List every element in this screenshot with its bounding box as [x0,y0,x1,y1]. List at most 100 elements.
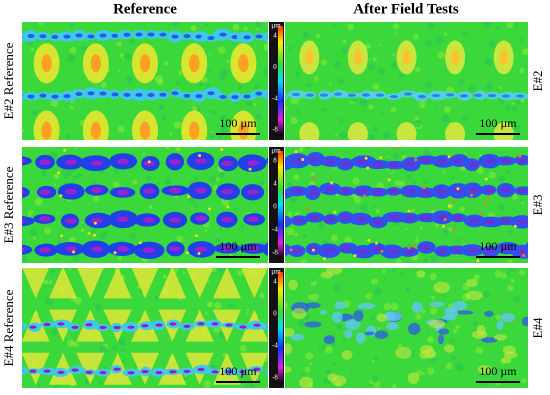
texture [43,284,47,289]
texture [367,64,375,71]
feature [528,185,545,195]
texture [63,170,71,178]
feature [501,187,511,193]
feature [248,167,252,171]
texture [87,381,90,384]
texture [310,293,319,302]
texture [199,82,204,87]
feature [496,320,504,331]
texture [237,270,244,277]
texture [399,180,406,187]
texture [123,52,132,61]
feature [225,369,233,374]
texture [68,268,71,271]
feature [266,157,268,165]
feature [515,94,525,98]
texture [320,59,327,66]
feature [59,194,63,198]
feature [465,290,483,301]
texture [373,287,382,296]
feature [22,94,23,97]
feature [195,246,207,253]
feature [373,220,383,225]
texture [334,61,342,69]
surface-map [22,268,268,388]
feature [226,205,230,209]
feature [357,249,367,255]
texture [142,152,146,155]
texture [306,83,312,88]
feature [517,188,527,194]
feature [207,91,215,96]
texture [255,113,262,120]
feature [456,187,460,191]
texture [215,177,220,182]
feature [517,249,527,255]
feature [186,268,213,299]
texture [173,121,182,129]
scale-bar-label: 100 µm [479,364,517,378]
texture [285,302,289,309]
texture [297,319,305,327]
texture [485,82,493,91]
texture [220,126,229,134]
texture [338,118,344,123]
texture [253,103,257,107]
texture [218,41,221,44]
feature [183,324,191,328]
feature [260,323,268,331]
texture [98,232,107,241]
texture [382,269,386,274]
feature [421,245,431,250]
feature [127,325,135,329]
texture [53,183,56,186]
texture [218,46,226,54]
texture [448,227,453,232]
feature [407,246,411,250]
texture [427,22,436,30]
feature [92,233,96,237]
texture [365,292,373,300]
texture [221,198,229,206]
feature [239,325,247,329]
texture [437,51,445,59]
texture [32,236,37,240]
feature [29,369,37,373]
feature [407,372,420,384]
texture [204,312,208,315]
texture [232,23,240,31]
feature [90,54,102,73]
texture [385,155,389,158]
texture [498,376,503,381]
surface-map [285,147,545,263]
texture [394,180,401,186]
feature [27,33,35,38]
feature [267,371,268,374]
feature [376,313,388,323]
feature [319,93,329,97]
texture [392,152,400,160]
feature [422,186,426,190]
feature [501,218,511,224]
feature [51,34,59,39]
texture [459,206,465,212]
texture [451,176,455,180]
texture [423,148,431,156]
feature [113,325,121,330]
feature [247,245,259,252]
feature [253,323,261,327]
texture [475,346,484,355]
texture [263,68,268,75]
colorbar [278,26,283,136]
texture [405,287,410,292]
texture [203,380,212,388]
texture [158,214,161,217]
texture [364,43,371,50]
feature [71,325,79,330]
texture [102,365,106,369]
texture [504,105,511,112]
texture [413,34,419,40]
feature [407,209,411,213]
texture [371,277,379,285]
